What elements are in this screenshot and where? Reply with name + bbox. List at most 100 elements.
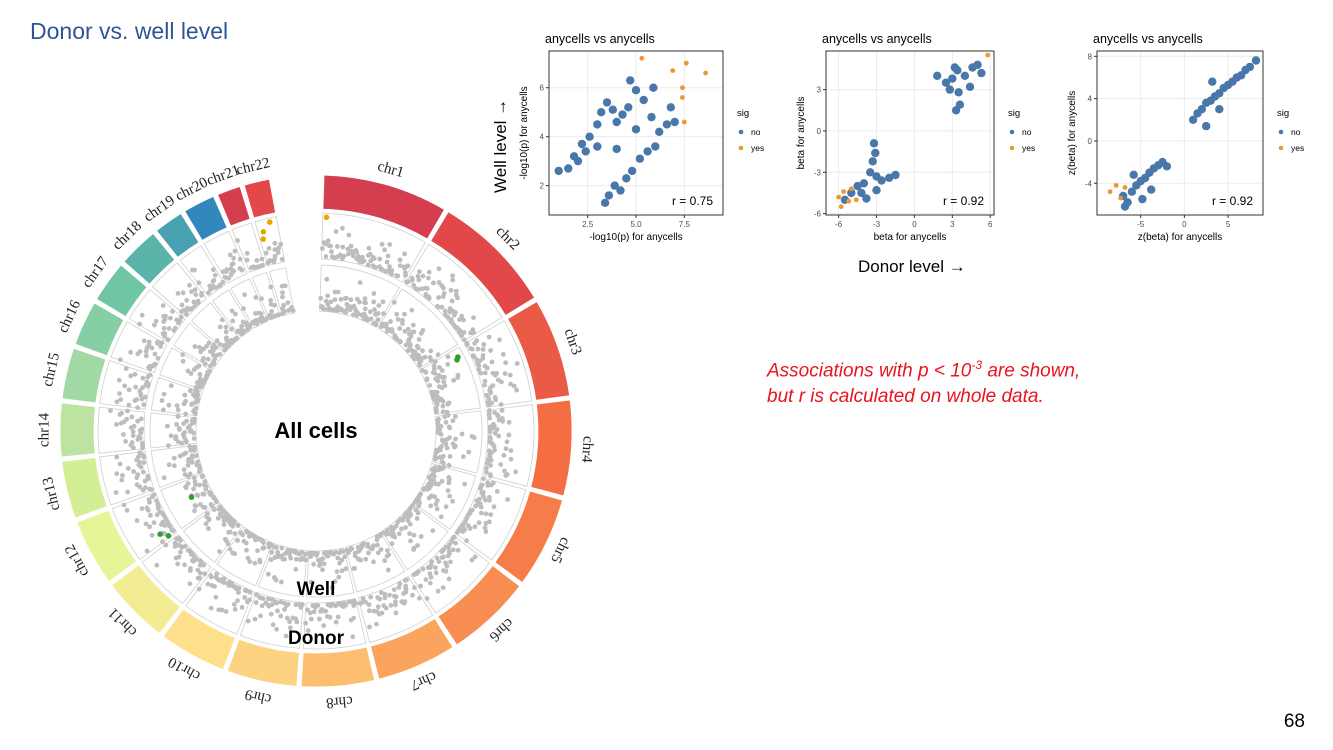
manhattan-point [282, 309, 287, 314]
manhattan-point [411, 572, 417, 577]
manhattan-point [245, 555, 251, 561]
manhattan-point [487, 415, 492, 421]
manhattan-point [416, 337, 422, 342]
manhattan-point [407, 521, 413, 527]
manhattan-point [227, 546, 233, 552]
manhattan-point [220, 508, 226, 513]
chromosome-band-chr21 [217, 186, 251, 227]
manhattan-point [488, 390, 494, 396]
manhattan-point [356, 254, 361, 259]
y-tick-label: 0 [1088, 137, 1093, 146]
manhattan-point [208, 502, 214, 507]
manhattan-point [453, 436, 458, 442]
manhattan-point [460, 454, 466, 460]
manhattan-point [418, 534, 424, 539]
manhattan-point [238, 530, 244, 536]
manhattan-point [367, 608, 372, 614]
well-level-axis-label: Well level → [491, 98, 510, 193]
manhattan-point [171, 455, 177, 461]
manhattan-point [415, 273, 421, 279]
manhattan-point [229, 326, 234, 332]
manhattan-point [293, 556, 299, 562]
manhattan-point [160, 303, 166, 308]
manhattan-point [348, 617, 354, 623]
manhattan-point [434, 555, 440, 561]
donor-track-cell-chr3 [463, 320, 533, 408]
donor-track-cell-chr7 [357, 575, 434, 643]
manhattan-point [461, 317, 466, 323]
manhattan-point [333, 229, 339, 234]
manhattan-point [508, 456, 514, 462]
manhattan-point [253, 295, 259, 300]
chromosome-band-chr9 [226, 638, 300, 687]
manhattan-point [399, 599, 405, 605]
manhattan-point [450, 535, 456, 541]
manhattan-point [136, 434, 142, 440]
manhattan-point [408, 538, 413, 544]
manhattan-point [305, 607, 310, 613]
manhattan-point [231, 602, 237, 607]
manhattan-point [244, 547, 249, 553]
data-point-no [1245, 62, 1255, 72]
manhattan-point [260, 545, 266, 551]
donor-track-cell-chr12 [111, 491, 178, 560]
manhattan-point [175, 561, 181, 567]
manhattan-point [252, 560, 258, 566]
data-point-yes [1122, 185, 1128, 190]
manhattan-point [402, 311, 407, 317]
manhattan-point [205, 581, 211, 587]
chromosome-band-chr12 [76, 509, 138, 583]
manhattan-point [445, 362, 451, 367]
manhattan-point [195, 575, 201, 581]
manhattan-point [308, 579, 314, 585]
manhattan-point [141, 460, 147, 465]
manhattan-point [389, 271, 394, 277]
data-point-no [626, 76, 635, 85]
manhattan-point [166, 462, 172, 468]
manhattan-point [334, 569, 340, 575]
manhattan-point [423, 577, 429, 582]
manhattan-point [189, 459, 195, 465]
manhattan-point [257, 594, 262, 600]
manhattan-point [241, 538, 247, 544]
manhattan-point [438, 514, 444, 520]
manhattan-point [397, 581, 403, 587]
manhattan-point [231, 255, 237, 261]
circos-center-label: All cells [274, 418, 357, 443]
manhattan-point [151, 492, 157, 498]
manhattan-point [272, 544, 277, 550]
manhattan-point [290, 615, 296, 621]
manhattan-point [196, 586, 202, 592]
chromosome-band-chr2 [430, 211, 536, 316]
manhattan-point [159, 398, 165, 403]
manhattan-point [137, 349, 143, 354]
manhattan-point [453, 540, 458, 546]
manhattan-point [226, 530, 232, 535]
manhattan-point [197, 482, 203, 488]
plot-border [825, 50, 995, 216]
manhattan-point [428, 503, 434, 509]
manhattan-point [371, 608, 377, 614]
data-point-no [554, 166, 563, 176]
manhattan-point [447, 425, 453, 431]
manhattan-point [471, 315, 476, 320]
legend-entry: yes [1022, 143, 1035, 153]
data-point-no [600, 198, 610, 207]
manhattan-point [272, 302, 277, 308]
manhattan-point [467, 526, 473, 531]
manhattan-point [344, 548, 350, 553]
manhattan-point [345, 251, 351, 257]
manhattan-point [410, 592, 415, 598]
manhattan-point [322, 241, 328, 247]
manhattan-point [174, 536, 179, 542]
manhattan-point [495, 413, 501, 419]
chromosome-band-chr8 [300, 646, 376, 688]
manhattan-point [417, 362, 422, 368]
manhattan-point [279, 545, 285, 551]
manhattan-point [303, 551, 308, 557]
manhattan-point [442, 308, 448, 314]
manhattan-point [461, 337, 467, 343]
manhattan-point [503, 473, 509, 478]
manhattan-point [266, 571, 271, 577]
manhattan-point [180, 352, 186, 357]
